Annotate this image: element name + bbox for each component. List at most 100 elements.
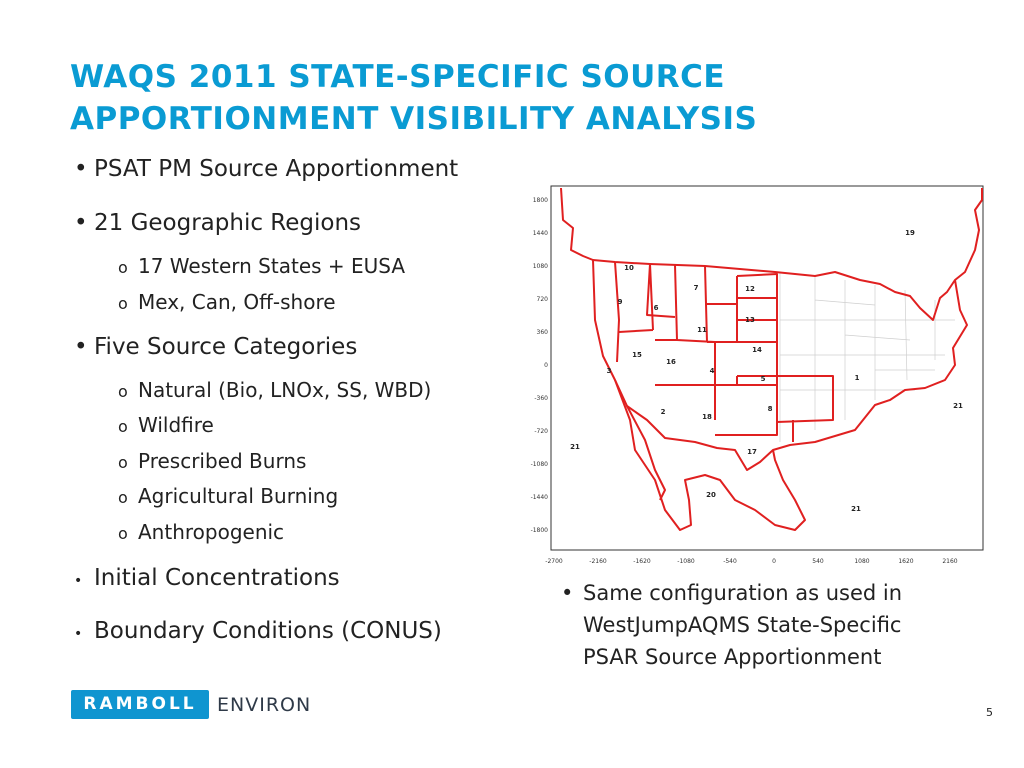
logo-mark: RAMBOLL [71,690,209,719]
region-label-10: 10 [624,264,634,272]
region-boundaries [560,187,983,531]
bullet-text: Boundary Conditions (CONUS) [94,618,442,644]
y-tick-neg1800: -1800 [531,527,549,534]
mexico-boundary [614,379,806,531]
region-label-14: 14 [752,346,762,354]
state-boundaries [779,273,955,442]
bullet-boundary-conditions: • Boundary Conditions (CONUS) [74,618,442,644]
region-label-11: 11 [697,326,707,334]
y-tick-1080: 1080 [533,263,548,270]
region-label-16: 16 [666,358,676,366]
bullet-marker: • [74,210,88,236]
slide-title-line-2: APPORTIONMENT VISIBILITY ANALYSIS [70,101,758,137]
region-label-8: 8 [768,405,773,413]
map-note: • Same configuration as used in WestJump… [561,577,961,673]
sub-bullet-anthropogenic: o Anthropogenic [118,520,284,544]
sub-bullet-mex-can: o Mex, Can, Off-shore [118,290,336,314]
sub-bullet-marker: o [118,294,128,313]
x-tick-neg2160: -2160 [589,558,607,565]
bullet-marker: • [74,626,83,642]
logo-text: ENVIRON [217,693,312,716]
baja-boundary [626,405,666,501]
bullet-initial-concentrations: • Initial Concentrations [74,565,340,591]
x-tick-neg2700: -2700 [545,558,563,565]
sub-bullet-prescribed-burns: o Prescribed Burns [118,449,306,473]
region-label-13: 13 [745,316,755,324]
y-tick-720: 720 [537,296,549,303]
y-tick-0: 0 [544,362,548,369]
y-tick-360: 360 [537,329,549,336]
map-note-line-3: PSAR Source Apportionment [583,645,882,669]
y-tick-1440: 1440 [533,230,548,237]
region-label-12: 12 [745,285,755,293]
sub-bullet-text: Prescribed Burns [138,449,307,473]
sub-bullet-agricultural-burning: o Agricultural Burning [118,484,338,508]
bullet-marker: • [74,573,83,589]
sub-bullet-text: 17 Western States + EUSA [138,254,406,278]
sub-bullet-text: Wildfire [138,413,214,437]
bullet-marker: • [74,156,88,182]
map-note-line-1: Same configuration as used in [583,581,903,605]
bullet-marker: • [561,581,574,605]
region-label-21-gulf: 21 [851,505,861,513]
region-label-5: 5 [761,375,766,383]
x-tick-2160: 2160 [942,558,957,565]
region-label-21-pacific: 21 [570,443,580,451]
y-tick-neg1080: -1080 [531,461,549,468]
bullet-geographic-regions: • 21 Geographic Regions [74,210,361,236]
sub-bullet-text: Mex, Can, Off-shore [138,290,336,314]
sub-bullet-marker: o [118,524,128,543]
sub-bullet-natural: o Natural (Bio, LNOx, SS, WBD) [118,378,431,402]
bullet-psat: • PSAT PM Source Apportionment [74,156,458,182]
x-tick-540: 540 [812,558,824,565]
bullet-text: PSAT PM Source Apportionment [94,156,459,182]
region-label-6: 6 [654,304,659,312]
region-label-20: 20 [706,491,716,499]
region-labels: 19 10 7 12 9 6 13 11 14 15 16 3 4 5 1 2 … [570,229,963,513]
region-label-18: 18 [702,413,712,421]
sub-bullet-text: Natural (Bio, LNOx, SS, WBD) [138,378,432,402]
bullet-source-categories: • Five Source Categories [74,334,357,360]
company-logo: RAMBOLL ENVIRON [71,690,311,719]
sub-bullet-text: Agricultural Burning [138,484,339,508]
source-region-map: 1800 1440 1080 720 360 0 -360 -720 -1080… [531,185,984,565]
y-tick-1800: 1800 [533,197,548,204]
map-note-line-2: WestJumpAQMS State-Specific [583,613,902,637]
bullet-text: 21 Geographic Regions [94,210,362,236]
region-label-17: 17 [747,448,757,456]
western-states-grid [614,261,834,442]
x-tick-labels: -2700 -2160 -1620 -1080 -540 0 540 1080 … [545,558,958,565]
bullet-marker: • [74,334,88,360]
region-label-21-atlantic: 21 [953,402,963,410]
region-label-15: 15 [632,351,642,359]
x-tick-1620: 1620 [898,558,913,565]
slide-title-line-1: WAQS 2011 STATE-SPECIFIC SOURCE [70,59,726,95]
region-label-19: 19 [905,229,915,237]
sub-bullet-western-states: o 17 Western States + EUSA [118,254,405,278]
region-label-1: 1 [855,374,860,382]
region-label-2: 2 [661,408,666,416]
sub-bullet-text: Anthropogenic [138,520,285,544]
x-tick-0: 0 [772,558,776,565]
slide-title: WAQS 2011 STATE-SPECIFIC SOURCE APPORTIO… [70,56,757,140]
region-label-3: 3 [607,367,612,375]
y-tick-labels: 1800 1440 1080 720 360 0 -360 -720 -1080… [531,197,549,534]
x-tick-1080: 1080 [854,558,869,565]
y-tick-neg1440: -1440 [531,494,549,501]
x-tick-neg1620: -1620 [633,558,651,565]
map-frame [550,185,984,551]
region-label-7: 7 [694,284,699,292]
us-south-boundary [592,259,968,471]
page-number: 5 [986,706,993,719]
region-label-9: 9 [618,298,623,306]
region-label-4: 4 [710,367,715,375]
sub-bullet-wildfire: o Wildfire [118,413,214,437]
x-tick-neg1080: -1080 [677,558,695,565]
sub-bullet-marker: o [118,258,128,277]
bullet-text: Initial Concentrations [94,565,340,591]
y-tick-neg360: -360 [534,395,548,402]
bullet-text: Five Source Categories [94,334,358,360]
y-tick-neg720: -720 [534,428,548,435]
sub-bullet-marker: o [118,417,128,436]
canada-boundary [560,187,983,321]
